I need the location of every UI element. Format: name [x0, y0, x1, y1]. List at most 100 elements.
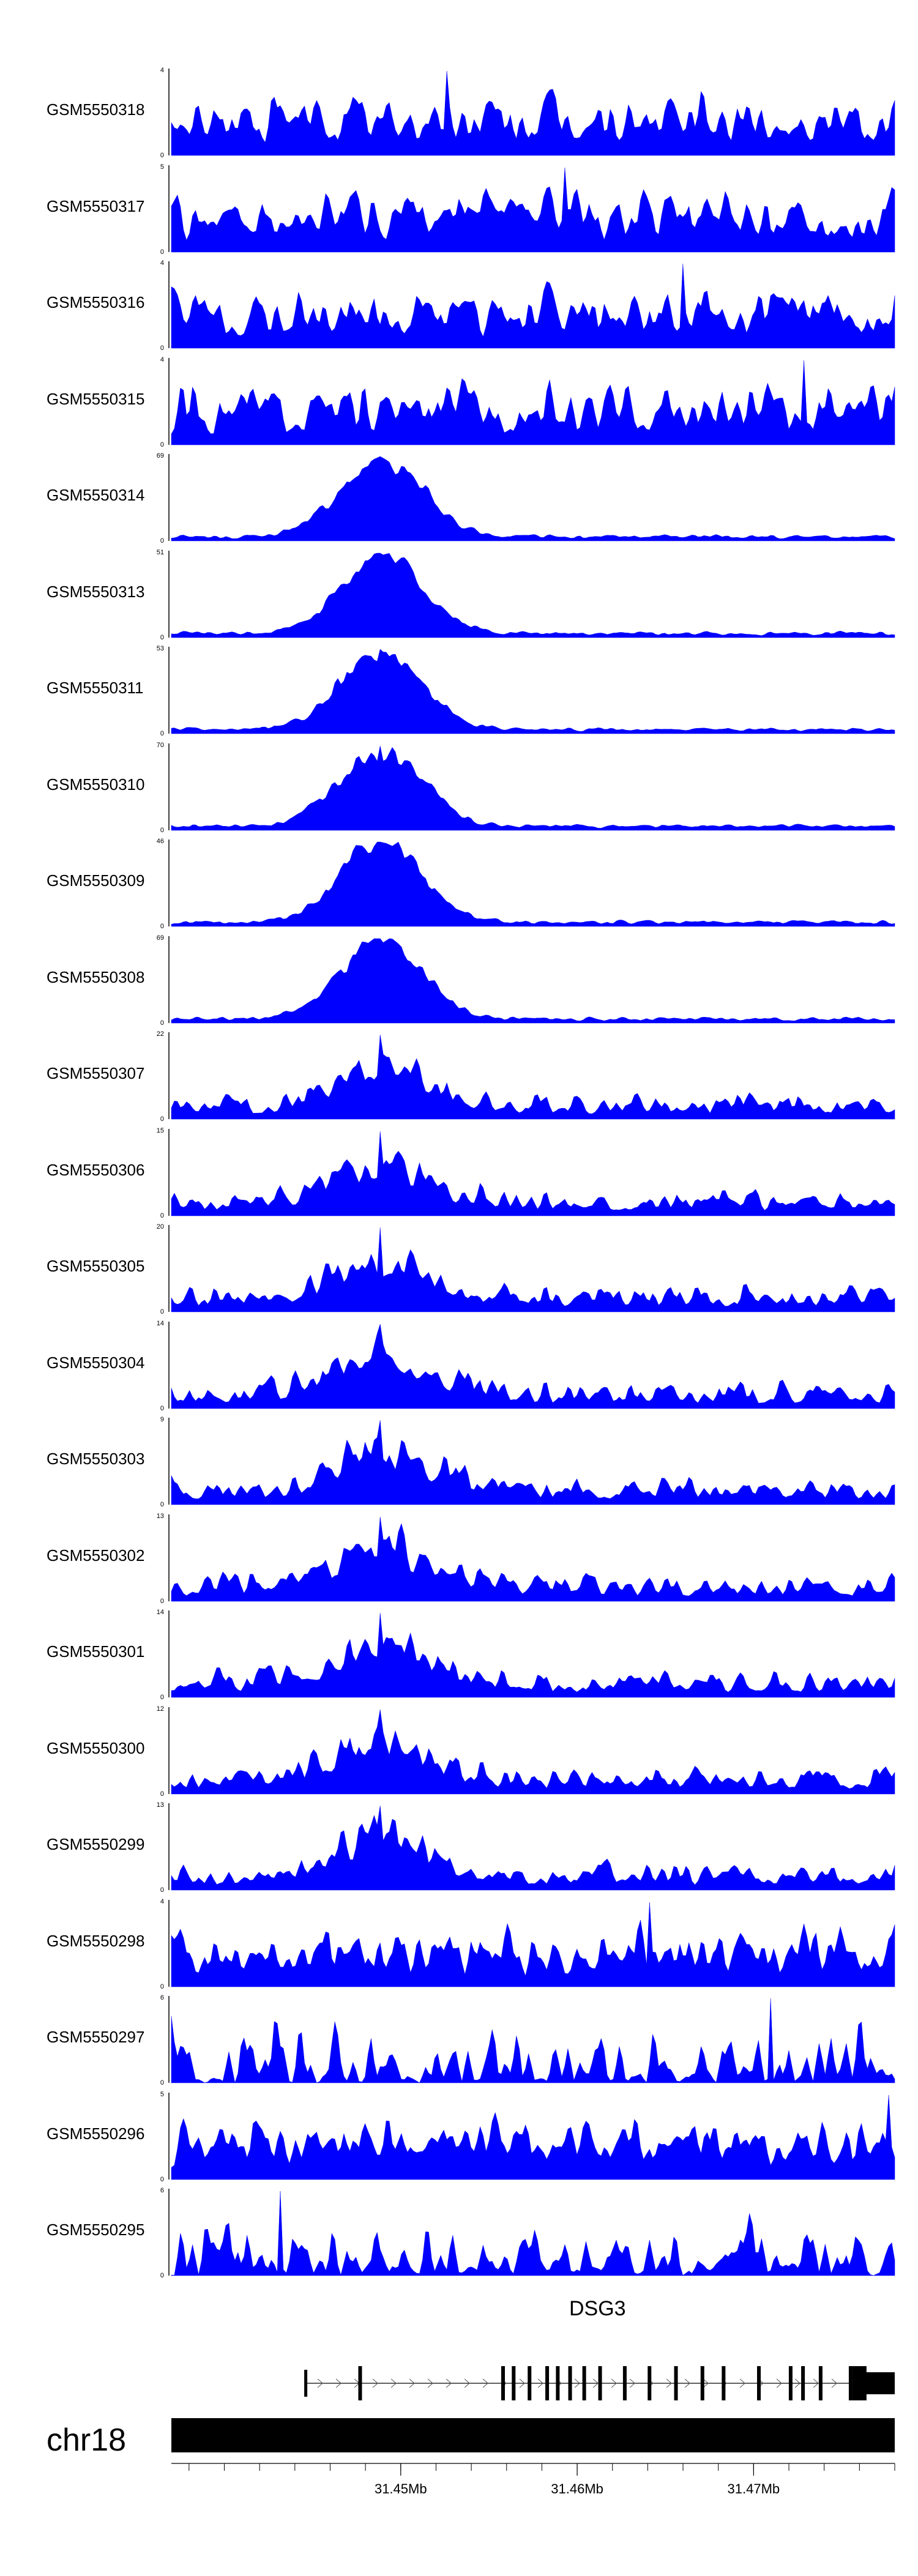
strand-chevron — [703, 2378, 709, 2388]
exon — [788, 2366, 793, 2400]
y-max-tick-label: 12 — [157, 1705, 164, 1713]
track-label: GSM5550295 — [47, 2220, 145, 2239]
strand-chevron — [592, 2378, 599, 2388]
y-min-tick-label: 0 — [160, 1790, 164, 1798]
exon — [700, 2366, 704, 2400]
exon — [722, 2366, 726, 2400]
y-max-tick-label: 20 — [157, 1223, 164, 1230]
track-label: GSM5550315 — [47, 389, 145, 408]
coverage-track: GSM5550318 4 0 — [0, 66, 918, 162]
track-label: GSM5550302 — [47, 1546, 145, 1565]
track-label: GSM5550308 — [47, 967, 145, 986]
y-min-tick-label: 0 — [160, 1115, 164, 1123]
track-plot: 15 0 — [157, 1127, 895, 1219]
coverage-area — [171, 553, 895, 638]
coverage-area — [171, 1516, 895, 1601]
strand-chevron — [519, 2378, 525, 2388]
track-plot: 51 0 — [157, 549, 895, 641]
coverage-track: GSM5550308 69 0 — [0, 934, 918, 1029]
track-label: GSM5550297 — [47, 2028, 145, 2046]
coverage-track: GSM5550310 70 0 — [0, 741, 918, 836]
y-min-tick-label: 0 — [160, 344, 164, 352]
strand-chevron — [427, 2378, 433, 2388]
y-max-tick-label: 14 — [157, 1609, 164, 1616]
coverage-track: GSM5550314 69 0 — [0, 452, 918, 547]
coverage-area — [171, 70, 895, 156]
y-min-tick-label: 0 — [160, 2176, 164, 2183]
coverage-area — [171, 1998, 895, 2083]
track-plot: 90 — [160, 1416, 895, 1508]
exon — [674, 2366, 678, 2400]
y-max-tick-label: 5 — [160, 163, 164, 171]
coverage-area — [171, 1227, 895, 1312]
y-min-tick-label: 0 — [160, 441, 164, 449]
exon — [598, 2366, 602, 2400]
track-plot: 14 0 — [157, 1609, 895, 1701]
strand-chevron — [574, 2378, 580, 2388]
y-min-tick-label: 0 — [160, 634, 164, 641]
exon — [501, 2366, 505, 2400]
coverage-track: GSM5550303 9 0 — [0, 1415, 918, 1511]
track-plot: 12 0 — [157, 1705, 895, 1798]
track-label: GSM5550304 — [47, 1353, 145, 1372]
coverage-area — [171, 1612, 895, 1698]
y-max-tick-label: 4 — [160, 67, 164, 74]
exon — [757, 2366, 761, 2400]
coverage-area — [171, 2094, 895, 2180]
track-label: GSM5550306 — [47, 1160, 145, 1179]
y-max-tick-label: 9 — [160, 1416, 164, 1423]
track-plot: 13 0 — [157, 1513, 895, 1605]
track-label: GSM5550314 — [47, 486, 145, 504]
exon — [358, 2366, 362, 2400]
strand-chevron — [666, 2378, 672, 2388]
coverage-track: GSM5550311 53 0 — [0, 644, 918, 740]
y-max-tick-label: 6 — [160, 1994, 164, 2001]
y-max-tick-label: 4 — [160, 1898, 164, 1905]
track-label: GSM5550296 — [47, 2124, 145, 2143]
y-max-tick-label: 15 — [157, 1127, 164, 1134]
track-plot: 50 — [160, 163, 895, 256]
exon — [582, 2366, 586, 2400]
track-plot: 60 — [160, 2187, 895, 2279]
coverage-track: GSM5550299 13 0 — [0, 1801, 918, 1896]
strand-chevron — [317, 2378, 323, 2388]
coverage-track: GSM5550307 22 0 — [0, 1030, 918, 1125]
track-label: GSM5550303 — [47, 1450, 145, 1468]
track-plot: 20 0 — [157, 1223, 895, 1316]
chromosome-bar — [171, 2418, 895, 2452]
coverage-track: GSM5550296 5 0 — [0, 2090, 918, 2186]
strand-chevron — [482, 2378, 488, 2388]
y-min-tick-label: 0 — [160, 1019, 164, 1027]
y-min-tick-label: 0 — [160, 1886, 164, 1894]
strand-chevron — [776, 2378, 782, 2388]
exon — [545, 2366, 550, 2400]
strand-chevron — [335, 2378, 341, 2388]
track-plot: 40 — [160, 356, 895, 449]
y-min-tick-label: 0 — [160, 1308, 164, 1316]
y-min-tick-label: 0 — [160, 1598, 164, 1605]
strand-chevron — [813, 2378, 819, 2388]
y-max-tick-label: 13 — [157, 1801, 164, 1809]
track-plot: 40 — [160, 67, 895, 159]
x-tick-label: 31.47Mb — [728, 2481, 780, 2496]
exon — [304, 2370, 308, 2397]
y-max-tick-label: 46 — [157, 838, 164, 845]
coverage-area — [171, 360, 895, 445]
strand-chevron — [464, 2378, 470, 2388]
y-max-tick-label: 5 — [160, 2091, 164, 2098]
x-tick-label: 31.46Mb — [551, 2481, 603, 2496]
coverage-track: GSM5550317 5 0 — [0, 163, 918, 258]
chromosome-label: chr18 — [47, 2422, 127, 2458]
y-min-tick-label: 0 — [160, 152, 164, 159]
gene-name-label: DSG3 — [569, 2297, 626, 2320]
strand-chevron — [684, 2378, 690, 2388]
coverage-area — [171, 456, 895, 542]
exon — [556, 2366, 560, 2400]
coverage-track: GSM5550301 14 0 — [0, 1608, 918, 1703]
y-min-tick-label: 0 — [160, 2079, 164, 2086]
track-plot: 40 — [160, 1898, 895, 1990]
track-label: GSM5550301 — [47, 1642, 145, 1661]
y-max-tick-label: 6 — [160, 2187, 164, 2194]
y-min-tick-label: 0 — [160, 248, 164, 256]
exon — [801, 2366, 805, 2400]
